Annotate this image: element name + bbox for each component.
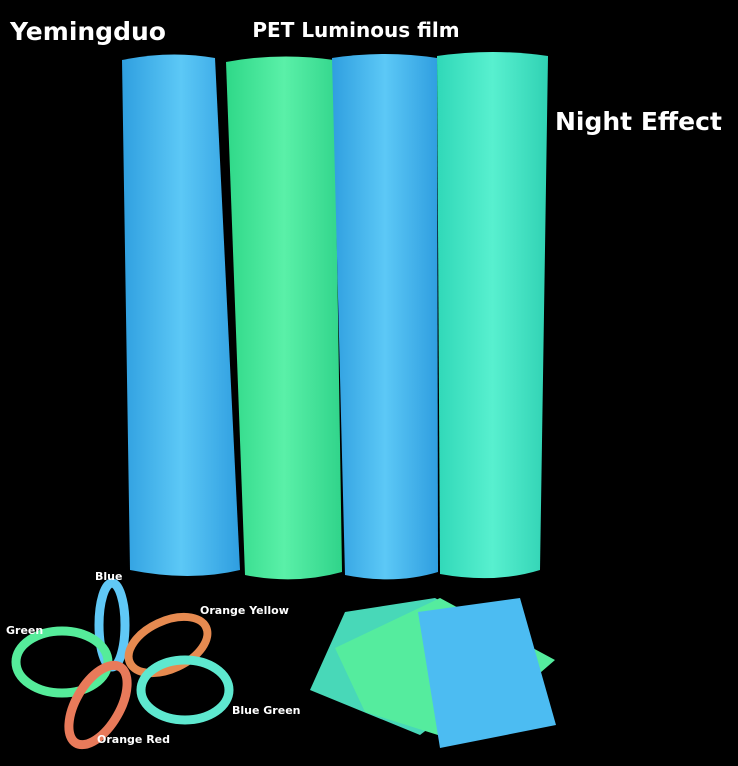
tape-label: Orange Yellow	[200, 604, 289, 617]
tape-label: Blue	[95, 570, 122, 583]
tape-label: Blue Green	[232, 704, 300, 717]
roll-green	[226, 56, 342, 580]
title: PET Luminous film	[252, 18, 459, 42]
subtitle: Night Effect	[555, 107, 722, 136]
roll-blue	[332, 54, 438, 580]
brand: Yemingduo	[9, 17, 166, 46]
tape-blue-green	[136, 655, 234, 725]
roll-blue	[122, 54, 240, 576]
tape-label: Green	[6, 624, 43, 637]
roll-blue-green	[437, 52, 548, 579]
tape-orange-red	[64, 660, 132, 750]
tape-orange-yellow	[124, 612, 212, 678]
tape-label: Orange Red	[97, 733, 170, 746]
sheet-blue	[418, 598, 556, 748]
